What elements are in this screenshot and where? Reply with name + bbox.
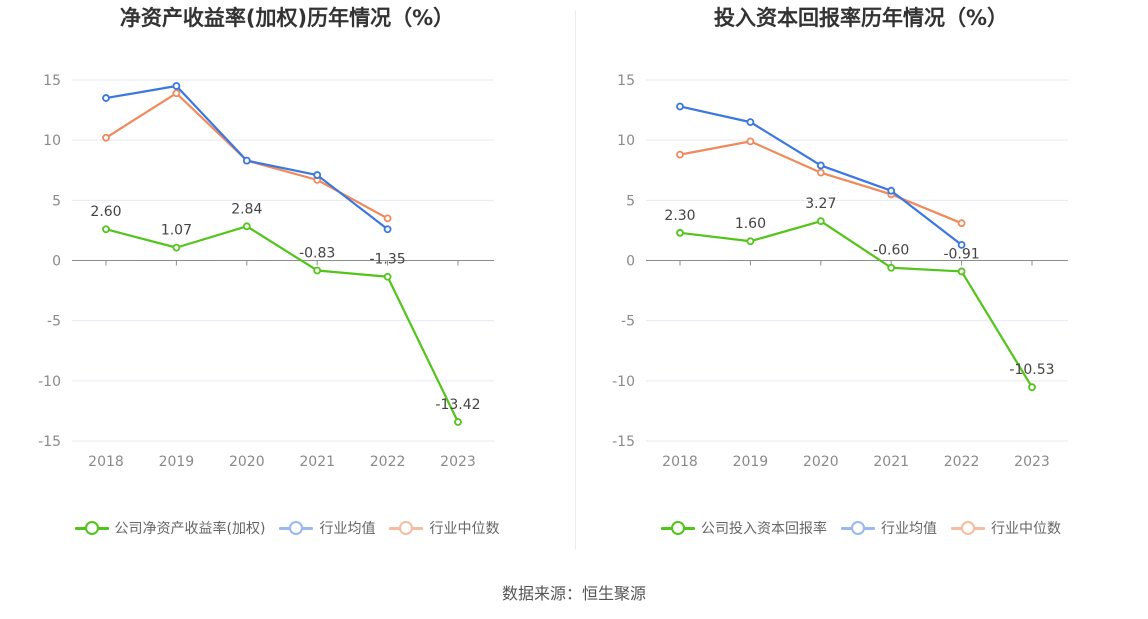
data-label: -10.53	[1009, 362, 1054, 378]
y-tick-label: 5	[626, 193, 635, 209]
data-label: -0.60	[873, 243, 909, 259]
y-tick-label: -15	[612, 434, 635, 450]
x-tick-label: 2020	[229, 454, 265, 470]
data-point	[816, 217, 825, 226]
legend-label: 行业均值	[319, 521, 376, 537]
data-point	[676, 228, 684, 237]
legend-item-industry-average[interactable]: 行业均值	[841, 518, 937, 538]
legend-swatch-icon	[389, 520, 424, 536]
series-line	[105, 92, 389, 220]
data-point	[887, 186, 896, 195]
data-point	[383, 225, 392, 234]
roic-chart: 15 10 5 0 -5 -10 -15 2018 2019 2020 2021 2022 2023 2.…	[612, 73, 1068, 470]
legend-swatch-icon	[841, 520, 875, 536]
data-label: 2.30	[664, 208, 695, 224]
data-point	[313, 266, 322, 275]
legend-item-company[interactable]: 公司投入资本回报率	[661, 518, 827, 538]
legend-item-industry-median[interactable]: 行业中位数	[951, 518, 1061, 538]
x-tick-label: 2019	[733, 454, 769, 470]
data-point	[454, 418, 462, 426]
data-point	[676, 150, 684, 159]
data-point	[816, 161, 825, 170]
data-point	[242, 156, 251, 165]
roe-chart: 15 10 5 0 -5 -10 -15 2018 2019 2020 2021 2022 2023 2.…	[38, 73, 494, 470]
roe-chart-panel: 净资产收益率(加权)历年情况（%） 15 10 5 0 -5 -10 -15 2018 2019…	[0, 0, 574, 560]
data-source: 数据来源：恒生聚源	[501, 584, 646, 603]
data-label: -0.91	[943, 246, 979, 262]
y-tick-label: -15	[38, 434, 61, 450]
chart-title: 净资产收益率(加权)历年情况（%）	[119, 6, 455, 30]
legend-swatch-icon	[74, 520, 109, 536]
data-label: -1.35	[369, 252, 405, 268]
data-label: 2.60	[90, 204, 121, 220]
x-tick-label: 2021	[873, 454, 909, 470]
roic-chart-legend: 公司投入资本回报率 行业均值 行业中位数	[574, 518, 1148, 538]
data-point	[887, 263, 896, 272]
legend-swatch-icon	[279, 520, 314, 536]
y-tick-label: 0	[52, 254, 61, 270]
series-line	[679, 220, 1033, 388]
legend-label: 公司净资产收益率(加权)	[114, 521, 266, 537]
x-tick-label: 2018	[662, 454, 698, 470]
data-point	[102, 133, 110, 142]
data-point	[172, 243, 181, 252]
data-label: 1.60	[735, 216, 766, 232]
data-point	[746, 237, 755, 246]
y-tick-label: -5	[47, 314, 61, 330]
x-tick-label: 2022	[370, 454, 406, 470]
y-tick-label: 10	[43, 133, 61, 149]
data-label: 3.27	[805, 196, 836, 212]
legend-item-industry-average[interactable]: 行业均值	[279, 518, 375, 538]
roic-chart-panel: 投入资本回报率历年情况（%） 15 10 5 0 -5 -10 -15 2018 2019 202…	[574, 0, 1148, 560]
data-point	[313, 171, 322, 179]
data-point	[383, 214, 392, 223]
chart-title: 投入资本回报率历年情况（%）	[713, 6, 1009, 30]
y-tick-label: 0	[626, 254, 635, 270]
data-point	[957, 240, 966, 249]
y-tick-label: 10	[617, 133, 635, 149]
x-tick-label: 2023	[440, 454, 476, 470]
data-point	[172, 82, 181, 90]
data-point	[676, 102, 684, 111]
x-tick-label: 2018	[88, 454, 124, 470]
y-tick-label: 15	[43, 73, 61, 89]
y-tick-label: -10	[38, 374, 61, 390]
data-label: -0.83	[299, 245, 335, 261]
legend-label: 行业中位数	[429, 521, 500, 537]
x-tick-label: 2021	[299, 454, 335, 470]
data-point	[957, 219, 966, 228]
legend-label: 行业中位数	[991, 521, 1061, 537]
legend-label: 行业均值	[881, 521, 937, 537]
data-point	[1028, 383, 1036, 392]
data-point	[746, 137, 755, 146]
x-tick-label: 2020	[803, 454, 839, 470]
x-tick-label: 2022	[944, 454, 980, 470]
y-tick-label: -10	[612, 374, 635, 390]
x-tick-label: 2023	[1014, 454, 1050, 470]
legend-swatch-icon	[951, 520, 985, 536]
data-point	[746, 118, 755, 127]
y-tick-label: 5	[52, 193, 61, 209]
data-point	[102, 94, 110, 102]
panel-divider	[575, 10, 576, 550]
legend-label: 公司投入资本回报率	[701, 521, 827, 537]
legend-item-company[interactable]: 公司净资产收益率(加权)	[74, 518, 266, 538]
data-label: -13.42	[435, 397, 480, 413]
series-line	[105, 225, 459, 423]
legend-item-industry-median[interactable]: 行业中位数	[389, 518, 499, 538]
data-point	[383, 272, 392, 281]
legend-swatch-icon	[661, 520, 695, 536]
data-point	[102, 225, 110, 234]
data-label: 2.84	[231, 201, 262, 217]
y-tick-label: 15	[617, 73, 635, 89]
data-point	[816, 168, 825, 177]
data-point	[957, 267, 966, 276]
data-point	[242, 222, 251, 231]
data-label: 1.07	[161, 223, 192, 239]
y-tick-label: -5	[621, 314, 635, 330]
roe-chart-legend: 公司净资产收益率(加权) 行业均值 行业中位数	[0, 518, 574, 538]
x-tick-label: 2019	[159, 454, 195, 470]
data-point	[172, 89, 181, 98]
